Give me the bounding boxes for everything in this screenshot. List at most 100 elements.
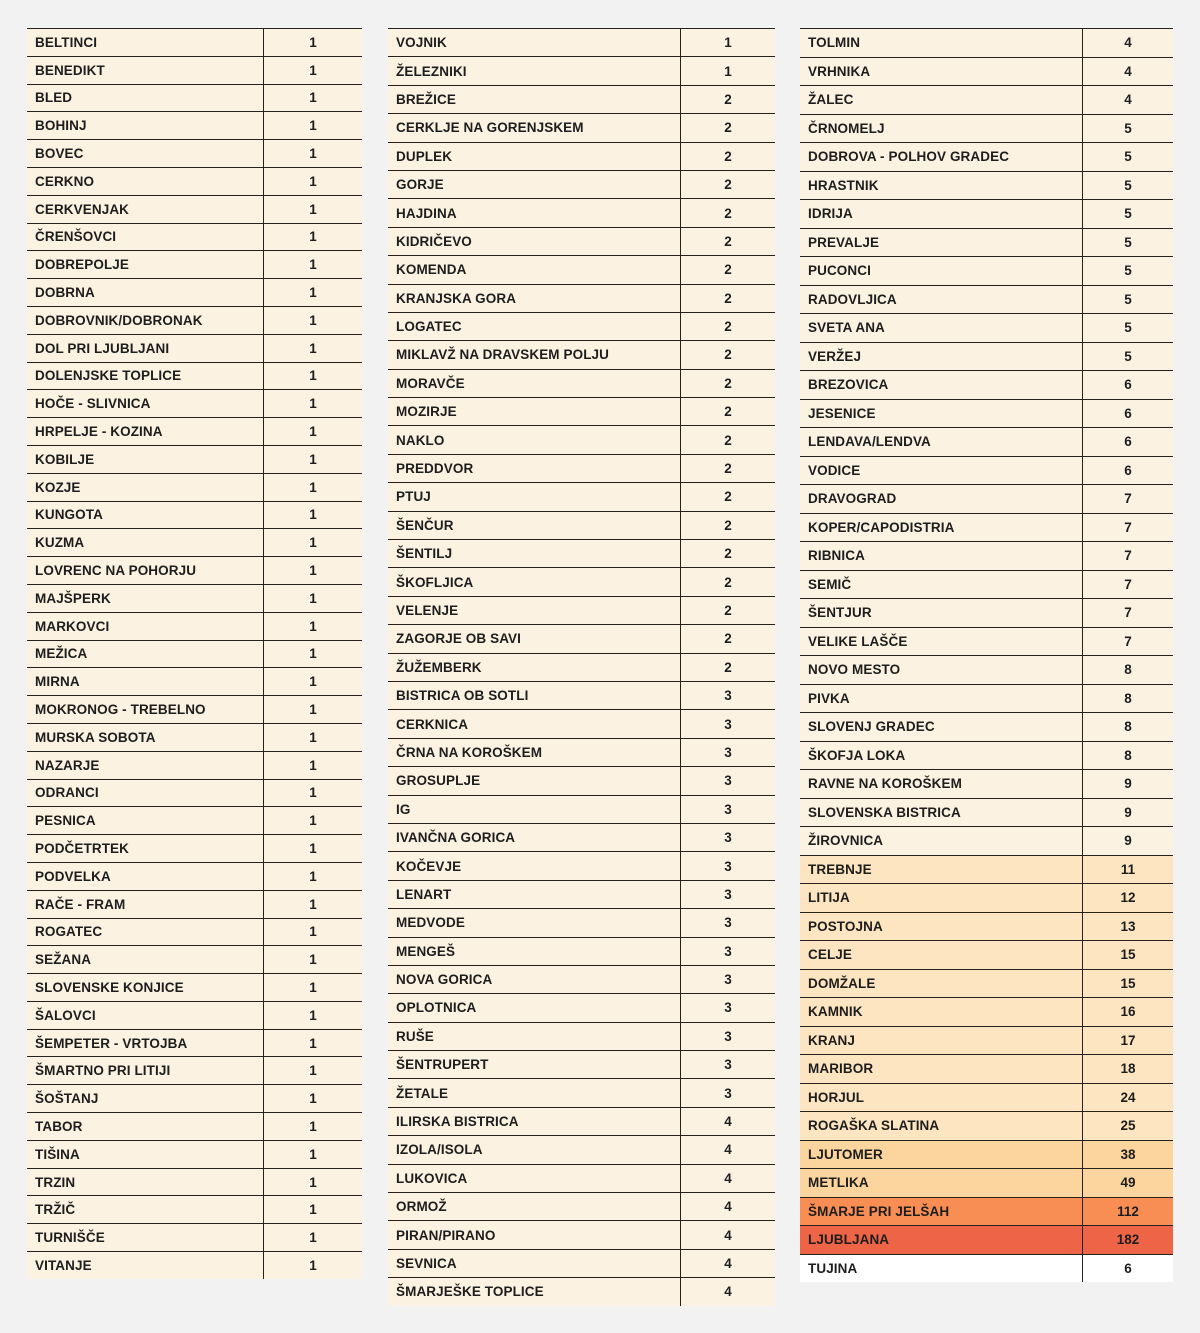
municipality-name-cell: POSTOJNA <box>808 918 883 934</box>
table-row: MURSKA SOBOTA 1 <box>27 722 362 751</box>
table-row: MEŽICA 1 <box>27 639 362 668</box>
table-row: BENEDIKT 1 <box>27 55 362 84</box>
municipality-name-cell: MIRNA <box>35 674 80 690</box>
municipality-name-cell: ŠEMPETER - VRTOJBA <box>35 1035 188 1051</box>
municipality-name-cell: OPLOTNICA <box>396 1000 477 1016</box>
table-row: SEVNICA 4 <box>388 1248 775 1278</box>
municipality-name-cell: BOVEC <box>35 146 84 162</box>
municipality-name-cell: BREZOVICA <box>808 377 889 393</box>
case-count-cell: 12 <box>1082 884 1173 912</box>
table-row: ŠENTJUR 7 <box>800 598 1173 627</box>
case-count-cell: 9 <box>1082 798 1173 826</box>
municipality-name-cell: ČRNA NA KOROŠKEM <box>396 744 543 760</box>
case-count-cell: 3 <box>680 965 775 994</box>
table-row: LOGATEC 2 <box>388 311 775 341</box>
case-count-cell: 2 <box>680 341 775 369</box>
table-row: MOZIRJE 2 <box>388 397 775 426</box>
municipality-name-cell: KOZJE <box>35 479 81 495</box>
municipality-name-cell: DOL PRI LJUBLJANI <box>35 340 170 356</box>
table-row: VOJNIK 1 <box>388 28 775 57</box>
case-count-cell: 1 <box>263 723 362 751</box>
municipality-name-cell: PIVKA <box>808 690 850 706</box>
municipality-name-cell: JESENICE <box>808 405 876 421</box>
municipality-name-cell: VELIKE LAŠČE <box>808 633 908 649</box>
municipality-name-cell: IVANČNA GORICA <box>396 830 516 846</box>
municipality-name-cell: BENEDIKT <box>35 62 105 78</box>
case-count-cell: 1 <box>680 57 775 85</box>
municipality-name-cell: LITIJA <box>808 890 850 906</box>
municipality-name-cell: GORJE <box>396 177 444 193</box>
table-row: ŠENTILJ 2 <box>388 539 775 568</box>
case-count-cell: 1 <box>263 1085 362 1113</box>
table-row: BELTINCI 1 <box>27 28 362 56</box>
table-row: ŠKOFLJICA 2 <box>388 567 775 596</box>
table-row: SVETA ANA 5 <box>800 313 1173 342</box>
table-row: VELENJE 2 <box>388 595 775 625</box>
municipality-name-cell: ŠMARTNO PRI LITIJI <box>35 1063 171 1079</box>
municipality-name-cell: TABOR <box>35 1118 83 1134</box>
case-count-cell: 2 <box>680 256 775 284</box>
table-row: KAMNIK 16 <box>800 997 1173 1026</box>
municipality-name-cell: PREVALJE <box>808 234 880 250</box>
case-count-cell: 1 <box>263 668 362 696</box>
table-row: ŠALOVCI 1 <box>27 1000 362 1029</box>
table-row: KOMENDA 2 <box>388 255 775 284</box>
municipality-name-cell: VITANJE <box>35 1257 92 1273</box>
table-row: PREDDVOR 2 <box>388 453 775 483</box>
table-row: PIRAN/PIRANO 4 <box>388 1220 775 1249</box>
municipality-name-cell: KRANJSKA GORA <box>396 290 517 306</box>
table-row: ŽALEC 4 <box>800 85 1173 114</box>
municipality-name-cell: TRZIN <box>35 1174 76 1190</box>
table-row: IZOLA/ISOLA 4 <box>388 1135 775 1164</box>
municipality-name-cell: KIDRIČEVO <box>396 233 472 249</box>
table-row: BREŽICE 2 <box>388 84 775 114</box>
case-count-cell: 5 <box>1082 285 1173 313</box>
table-row: MAJŠPERK 1 <box>27 583 362 612</box>
case-count-cell: 15 <box>1082 969 1173 997</box>
municipality-name-cell: CERKLJE NA GORENJSKEM <box>396 120 584 136</box>
case-count-cell: 6 <box>1082 428 1173 456</box>
table-row: LOVRENC NA POHORJU 1 <box>27 556 362 584</box>
case-count-cell: 1 <box>263 306 362 334</box>
case-count-cell: 3 <box>680 1079 775 1107</box>
municipality-name-cell: LJUBLJANA <box>808 1232 890 1248</box>
table-row: ORMOŽ 4 <box>388 1192 775 1221</box>
municipality-name-cell: MURSKA SOBOTA <box>35 729 156 745</box>
table-row: BREZOVICA 6 <box>800 370 1173 399</box>
municipality-name-cell: SEMIČ <box>808 576 852 592</box>
table-row: TURNIŠČE 1 <box>27 1223 362 1252</box>
case-count-cell: 1 <box>263 223 362 251</box>
case-count-cell: 1 <box>263 751 362 779</box>
table-row: LENART 3 <box>388 879 775 909</box>
table-row: PREVALJE 5 <box>800 227 1173 256</box>
table-row: LJUBLJANA 182 <box>800 1225 1173 1254</box>
table-row: ČRENŠOVCI 1 <box>27 222 362 251</box>
municipality-name-cell: ORMOŽ <box>396 1199 447 1215</box>
case-count-cell: 4 <box>680 1164 775 1193</box>
case-count-cell: 1 <box>263 1140 362 1168</box>
case-count-cell: 1 <box>263 112 362 140</box>
municipality-name-cell: ŽETALE <box>396 1085 449 1101</box>
table-row: DOBROVNIK/DOBRONAK 1 <box>27 305 362 334</box>
table-row: KOPER/CAPODISTRIA 7 <box>800 512 1173 541</box>
municipality-name-cell: LENDAVA/LENDVA <box>808 434 931 450</box>
case-count-cell: 4 <box>680 1136 775 1164</box>
municipality-name-cell: ČRNOMELJ <box>808 120 885 136</box>
municipality-name-cell: ODRANCI <box>35 785 99 801</box>
municipality-name-cell: ŽIROVNICA <box>808 833 884 849</box>
table-row: IDRIJA 5 <box>800 199 1173 228</box>
table-row: ŠENTRUPERT 3 <box>388 1050 775 1079</box>
case-count-cell: 1 <box>263 251 362 279</box>
municipality-name-cell: ŠENTRUPERT <box>396 1057 489 1073</box>
table-row: HRASTNIK 5 <box>800 170 1173 199</box>
municipality-name-cell: VODICE <box>808 462 861 478</box>
municipality-name-cell: PUCONCI <box>808 263 871 279</box>
case-count-cell: 1 <box>263 862 362 890</box>
municipality-name-cell: IZOLA/ISOLA <box>396 1142 483 1158</box>
table-row: PTUJ 2 <box>388 482 775 511</box>
case-count-cell: 1 <box>263 56 362 84</box>
table-row: RAČE - FRAM 1 <box>27 889 362 918</box>
municipality-name-cell: TRŽIČ <box>35 1202 76 1218</box>
table-row: KUNGOTA 1 <box>27 500 362 529</box>
case-count-cell: 1 <box>263 557 362 584</box>
